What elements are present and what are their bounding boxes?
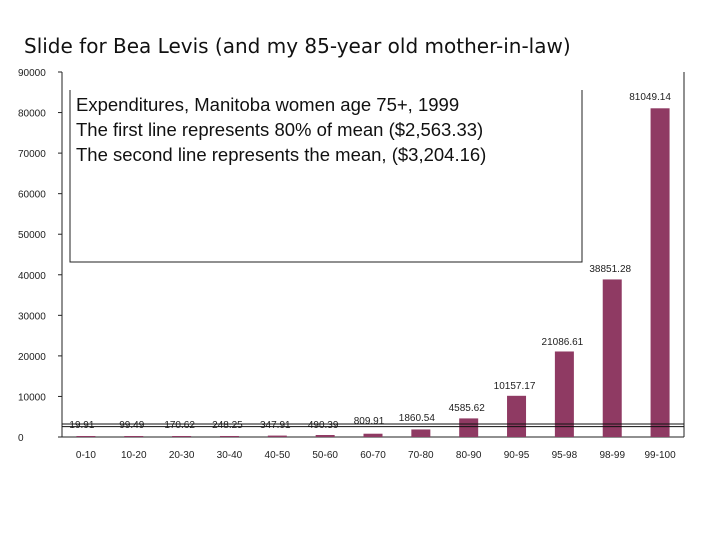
annotation-line-3: The second line represents the mean, ($3… bbox=[76, 144, 486, 165]
bar-70-80 bbox=[411, 429, 431, 437]
y-tick-label-0: 0 bbox=[18, 433, 24, 444]
x-tick-label-3: 30-40 bbox=[217, 450, 243, 461]
data-label-0: 19.91 bbox=[69, 420, 94, 431]
y-tick-label-2: 20000 bbox=[18, 352, 46, 363]
bar-95-98 bbox=[554, 351, 574, 437]
x-tick-label-12: 99-100 bbox=[645, 450, 677, 461]
bar-80-90 bbox=[459, 418, 479, 437]
y-tick-label-7: 70000 bbox=[18, 149, 46, 160]
data-label-12: 81049.14 bbox=[629, 92, 671, 103]
data-label-10: 21086.61 bbox=[542, 337, 584, 348]
data-label-11: 38851.28 bbox=[589, 264, 631, 275]
x-tick-label-8: 80-90 bbox=[456, 450, 482, 461]
data-label-6: 809.91 bbox=[354, 416, 385, 427]
chart-annotation: Expenditures, Manitoba women age 75+, 19… bbox=[69, 90, 583, 263]
bar-20-30 bbox=[172, 436, 192, 437]
bar-60-70 bbox=[363, 433, 383, 437]
y-tick-label-8: 80000 bbox=[18, 109, 46, 120]
x-tick-label-9: 90-95 bbox=[504, 450, 530, 461]
x-tick-label-10: 95-98 bbox=[552, 450, 578, 461]
slide-title: Slide for Bea Levis (and my 85-year old … bbox=[24, 34, 571, 58]
y-tick-label-1: 10000 bbox=[18, 392, 46, 403]
bar-0-10 bbox=[76, 436, 96, 437]
data-label-5: 490.39 bbox=[308, 420, 339, 431]
y-tick-label-3: 30000 bbox=[18, 311, 46, 322]
x-tick-label-11: 98-99 bbox=[599, 450, 625, 461]
y-tick-label-6: 60000 bbox=[18, 190, 46, 201]
data-label-8: 4585.62 bbox=[449, 403, 486, 414]
bar-10-20 bbox=[124, 436, 144, 437]
data-label-7: 1860.54 bbox=[399, 413, 436, 424]
x-tick-label-6: 60-70 bbox=[360, 450, 386, 461]
data-label-3: 248.25 bbox=[212, 420, 243, 431]
data-label-9: 10157.17 bbox=[494, 381, 536, 392]
bar-99-100 bbox=[650, 108, 670, 437]
x-tick-label-5: 50-60 bbox=[312, 450, 338, 461]
bar-90-95 bbox=[507, 395, 527, 437]
annotation-frame bbox=[69, 90, 583, 263]
annotation-line-1: Expenditures, Manitoba women age 75+, 19… bbox=[76, 94, 459, 115]
x-tick-label-7: 70-80 bbox=[408, 450, 434, 461]
x-tick-label-2: 20-30 bbox=[169, 450, 195, 461]
bar-50-60 bbox=[315, 435, 335, 437]
y-tick-label-4: 40000 bbox=[18, 271, 46, 282]
bar-98-99 bbox=[602, 279, 622, 437]
data-label-1: 99.49 bbox=[119, 420, 144, 431]
annotation-line-2: The first line represents 80% of mean ($… bbox=[76, 119, 483, 140]
x-tick-label-1: 10-20 bbox=[121, 450, 147, 461]
data-label-2: 170.62 bbox=[164, 420, 195, 431]
plot-area: 0 10000 20000 30000 40000 50000 60000 70000 8000… bbox=[18, 68, 685, 461]
y-tick-label-5: 50000 bbox=[18, 230, 46, 241]
bar-30-40 bbox=[219, 435, 239, 437]
y-tick-label-9: 90000 bbox=[18, 68, 46, 79]
bar-40-50 bbox=[267, 435, 287, 437]
x-tick-label-0: 0-10 bbox=[76, 450, 96, 461]
data-label-4: 347.91 bbox=[260, 420, 291, 431]
x-tick-label-4: 40-50 bbox=[265, 450, 291, 461]
